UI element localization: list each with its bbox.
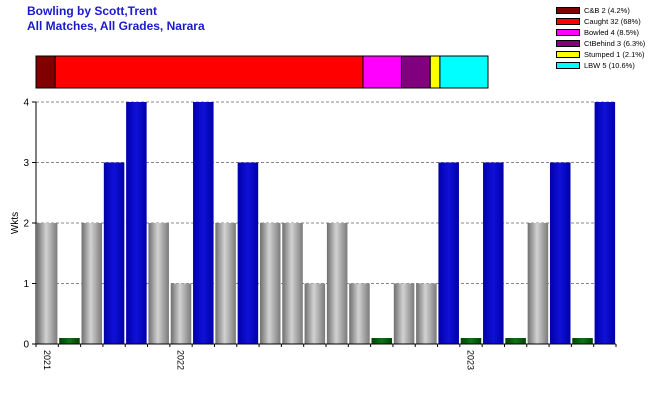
legend-label: CtBehind 3 (6.3%): [584, 38, 646, 48]
bar: [349, 283, 370, 344]
bar: [572, 338, 593, 344]
bar: [304, 283, 326, 344]
bar: [215, 223, 236, 344]
bar: [193, 102, 214, 344]
dismissal-segment: [362, 55, 402, 89]
y-tick-label: 4: [23, 98, 29, 109]
bar: [594, 102, 616, 344]
legend-entry: CtBehind 3 (6.3%): [556, 38, 645, 48]
legend-swatch: [556, 50, 580, 58]
bar: [438, 162, 459, 344]
x-tick-label: 2021: [42, 350, 52, 370]
bar: [36, 223, 58, 344]
bar: [59, 338, 80, 344]
legend-label: Bowled 4 (8.5%): [584, 27, 640, 37]
legend-label: Stumped 1 (2.1%): [584, 49, 645, 59]
dismissal-segment: [54, 55, 364, 89]
bar: [527, 223, 549, 344]
y-axis-label: Wkts: [10, 212, 21, 234]
legend-swatch: [556, 17, 580, 25]
legend: C&B 2 (4.2%) Caught 32 (68%) Bowled 4 (8.5…: [556, 5, 645, 71]
legend-entry: Bowled 4 (8.5%): [556, 27, 645, 37]
legend-swatch: [556, 28, 580, 36]
bar: [416, 283, 437, 344]
legend-label: Caught 32 (68%): [584, 16, 641, 26]
bar: [259, 223, 281, 344]
bar: [483, 162, 504, 344]
bar: [393, 283, 415, 344]
bar: [282, 223, 303, 344]
y-tick-label: 3: [23, 158, 29, 169]
bar: [170, 283, 192, 344]
y-tick-label: 1: [23, 279, 29, 290]
bar: [371, 338, 393, 344]
y-tick-label: 2: [23, 219, 29, 230]
bar: [148, 223, 169, 344]
legend-swatch: [556, 6, 580, 14]
axes: 0 1 2 3 4 2021 2022 2023 Wkts: [10, 98, 617, 370]
x-tick-label: 2022: [176, 350, 186, 370]
bar: [549, 162, 571, 344]
chart-subtitle: All Matches, All Grades, Narara: [27, 19, 205, 33]
y-tick-label: 0: [23, 340, 29, 351]
dismissal-breakdown-bar: [35, 55, 489, 89]
legend-label: LBW 5 (10.6%): [584, 60, 635, 70]
bar: [505, 338, 526, 344]
bar: [460, 338, 482, 344]
bar: [326, 223, 348, 344]
dismissal-segment: [429, 55, 441, 89]
legend-label: C&B 2 (4.2%): [584, 5, 630, 15]
bar: [126, 102, 147, 344]
bar: [103, 162, 125, 344]
legend-swatch: [556, 61, 580, 69]
legend-entry: Stumped 1 (2.1%): [556, 49, 645, 59]
x-tick-label: 2023: [466, 350, 476, 370]
dismissal-segment: [400, 55, 431, 89]
bar: [81, 223, 103, 344]
legend-entry: Caught 32 (68%): [556, 16, 645, 26]
chart-title: Bowling by Scott,Trent: [27, 4, 158, 18]
legend-entry: C&B 2 (4.2%): [556, 5, 645, 15]
legend-swatch: [556, 39, 580, 47]
bar: [237, 162, 259, 344]
dismissal-segment: [35, 55, 56, 89]
legend-entry: LBW 5 (10.6%): [556, 60, 645, 70]
dismissal-segment: [439, 55, 489, 89]
bars: [36, 102, 616, 344]
